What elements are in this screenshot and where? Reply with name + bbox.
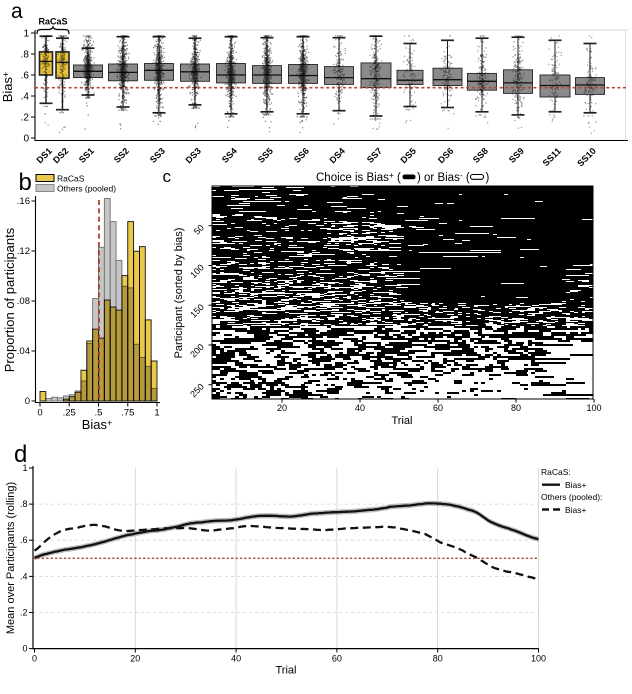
svg-text:.8: .8 bbox=[21, 50, 30, 61]
svg-text:.16: .16 bbox=[17, 196, 30, 207]
svg-text:100: 100 bbox=[586, 403, 601, 413]
svg-text:0: 0 bbox=[32, 654, 37, 664]
svg-text:b: b bbox=[19, 169, 32, 196]
svg-text:20: 20 bbox=[277, 403, 287, 413]
svg-text:80: 80 bbox=[511, 403, 521, 413]
svg-text:RaCaS:: RaCaS: bbox=[541, 467, 571, 477]
svg-text:DS6: DS6 bbox=[436, 146, 455, 165]
svg-text:.8: .8 bbox=[20, 499, 28, 509]
svg-text:SS1: SS1 bbox=[77, 146, 96, 165]
svg-text:.25: .25 bbox=[63, 408, 76, 419]
svg-text:Mean over Participants (rollin: Mean over Participants (rolling) bbox=[5, 482, 17, 634]
svg-text:200: 200 bbox=[188, 342, 206, 360]
svg-text:1: 1 bbox=[154, 408, 159, 419]
svg-text:60: 60 bbox=[332, 654, 342, 664]
svg-text:DS4: DS4 bbox=[327, 146, 346, 165]
svg-text:SS7: SS7 bbox=[365, 146, 384, 165]
svg-text:a: a bbox=[11, 0, 23, 23]
svg-text:0: 0 bbox=[22, 644, 27, 654]
svg-text:.6: .6 bbox=[21, 71, 30, 82]
svg-text:SS3: SS3 bbox=[148, 146, 167, 165]
svg-text:Proportion of participants: Proportion of participants bbox=[2, 227, 17, 372]
svg-text:.6: .6 bbox=[20, 535, 28, 545]
svg-text:.2: .2 bbox=[21, 113, 30, 124]
svg-text:SS8: SS8 bbox=[471, 146, 490, 165]
svg-text:.75: .75 bbox=[121, 408, 134, 419]
svg-text:100: 100 bbox=[188, 262, 206, 280]
svg-text:150: 150 bbox=[188, 302, 206, 320]
svg-text:RaCaS: RaCaS bbox=[57, 174, 85, 184]
svg-text:.2: .2 bbox=[20, 608, 28, 618]
svg-text:60: 60 bbox=[433, 403, 443, 413]
svg-text:40: 40 bbox=[231, 654, 241, 664]
svg-text:DS5: DS5 bbox=[398, 146, 417, 165]
svg-text:0: 0 bbox=[25, 396, 30, 407]
svg-text:1: 1 bbox=[23, 29, 29, 40]
svg-text:Trial: Trial bbox=[276, 665, 297, 677]
svg-text:.08: .08 bbox=[17, 296, 30, 307]
svg-text:d: d bbox=[14, 441, 27, 468]
svg-text:) or Bias- (: ) or Bias- ( bbox=[417, 170, 470, 184]
svg-text:250: 250 bbox=[188, 382, 206, 400]
svg-text:Trial: Trial bbox=[392, 415, 413, 427]
svg-text:c: c bbox=[163, 167, 172, 186]
svg-text:.04: .04 bbox=[17, 346, 30, 357]
svg-text:0: 0 bbox=[23, 134, 29, 145]
svg-text:Participant (sorted by bias): Participant (sorted by bias) bbox=[173, 228, 185, 359]
svg-text:50: 50 bbox=[192, 223, 206, 237]
svg-text:SS9: SS9 bbox=[507, 146, 526, 165]
svg-text:SS10: SS10 bbox=[575, 146, 598, 169]
svg-text:Choice is Bias+ (: Choice is Bias+ ( bbox=[316, 170, 401, 184]
svg-text:SS6: SS6 bbox=[292, 146, 311, 165]
svg-text:1: 1 bbox=[22, 463, 27, 473]
svg-text:SS2: SS2 bbox=[112, 146, 131, 165]
svg-text:Others (pooled):: Others (pooled): bbox=[541, 492, 602, 502]
svg-text:SS4: SS4 bbox=[220, 146, 239, 165]
svg-text:Others (pooled): Others (pooled) bbox=[57, 184, 116, 194]
svg-text:DS2: DS2 bbox=[51, 146, 70, 165]
svg-text:.12: .12 bbox=[17, 246, 30, 257]
svg-text:80: 80 bbox=[433, 654, 443, 664]
svg-text:): ) bbox=[486, 172, 490, 184]
svg-text:.4: .4 bbox=[20, 571, 28, 581]
svg-text:Bias+: Bias+ bbox=[82, 417, 113, 432]
svg-text:.4: .4 bbox=[21, 92, 30, 103]
svg-text:Bias+: Bias+ bbox=[565, 480, 587, 490]
svg-text:SS11: SS11 bbox=[541, 146, 563, 168]
svg-text:Bias+: Bias+ bbox=[565, 505, 587, 515]
svg-text:100: 100 bbox=[531, 654, 546, 664]
svg-text:20: 20 bbox=[130, 654, 140, 664]
svg-text:Bias+: Bias+ bbox=[0, 72, 15, 103]
svg-text:.5: .5 bbox=[95, 408, 103, 419]
svg-text:40: 40 bbox=[355, 403, 365, 413]
svg-text:DS1: DS1 bbox=[34, 146, 53, 165]
svg-text:DS3: DS3 bbox=[183, 146, 202, 165]
svg-text:RaCaS: RaCaS bbox=[38, 17, 67, 27]
svg-text:0: 0 bbox=[37, 408, 42, 419]
svg-text:SS5: SS5 bbox=[256, 146, 275, 165]
